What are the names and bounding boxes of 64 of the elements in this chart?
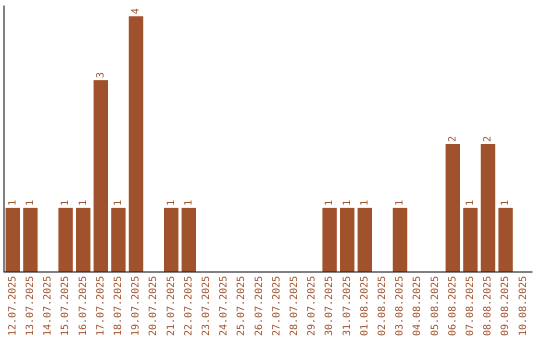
data-label: 1: [359, 200, 370, 206]
x-tick-label: 20.07.2025: [148, 276, 160, 336]
x-tick-label: 09.08.2025: [500, 276, 512, 336]
data-label: 2: [447, 136, 458, 142]
x-tick-label: 01.08.2025: [359, 276, 370, 336]
bar: [446, 144, 460, 272]
bar: [498, 208, 513, 272]
bar: [76, 208, 90, 272]
x-tick-label: 31.07.2025: [342, 276, 353, 336]
x-tick-label: 05.08.2025: [430, 276, 441, 336]
x-tick-label: 06.08.2025: [447, 276, 458, 336]
data-label: 1: [60, 200, 72, 206]
data-label: 1: [500, 200, 512, 206]
bar: [6, 208, 20, 272]
data-label: 1: [7, 200, 18, 206]
x-tick-label: 22.07.2025: [183, 276, 194, 336]
data-label: 1: [183, 200, 194, 206]
x-tick-label: 07.08.2025: [464, 276, 476, 336]
x-tick-label: 19.07.2025: [130, 276, 142, 336]
bar: [58, 208, 73, 272]
bar: [358, 208, 372, 272]
data-label: 1: [464, 200, 476, 206]
x-tick-label: 12.07.2025: [7, 276, 18, 336]
bar: [340, 208, 354, 272]
x-tick-label: 03.08.2025: [394, 276, 406, 336]
x-tick-label: 24.07.2025: [218, 276, 230, 336]
bar: [480, 144, 496, 272]
data-label: 1: [24, 200, 36, 206]
bar: [23, 208, 38, 272]
bar: [111, 208, 126, 272]
data-label: 1: [342, 200, 353, 206]
data-label: 1: [324, 200, 336, 206]
bar: [322, 208, 337, 272]
x-tick-label: 15.07.2025: [60, 276, 72, 336]
bar: [392, 208, 408, 272]
bar: [463, 208, 478, 272]
x-tick-label: 17.07.2025: [95, 276, 106, 336]
x-tick-label: 26.07.2025: [254, 276, 265, 336]
x-tick-label: 28.07.2025: [288, 276, 300, 336]
bar: [164, 208, 178, 272]
data-label: 4: [130, 8, 142, 14]
x-tick-label: 02.08.2025: [376, 276, 388, 336]
x-tick-label: 25.07.2025: [236, 276, 248, 336]
data-label: 2: [482, 136, 494, 142]
x-tick-label: 04.08.2025: [412, 276, 424, 336]
x-tick-label: 30.07.2025: [324, 276, 336, 336]
x-tick-label: 18.07.2025: [112, 276, 124, 336]
x-tick-label: 14.07.2025: [42, 276, 54, 336]
x-tick-label: 21.07.2025: [166, 276, 177, 336]
data-label: 3: [95, 72, 106, 78]
x-tick-label: 29.07.2025: [306, 276, 318, 336]
bar: [128, 16, 144, 272]
bar: [182, 208, 196, 272]
bar: [94, 80, 108, 272]
x-tick-label: 23.07.2025: [200, 276, 212, 336]
data-label: 1: [394, 200, 406, 206]
x-tick-label: 16.07.2025: [78, 276, 89, 336]
x-tick-label: 27.07.2025: [271, 276, 282, 336]
data-label: 1: [166, 200, 177, 206]
data-label: 1: [78, 200, 89, 206]
x-tick-label: 10.08.2025: [518, 276, 529, 336]
x-tick-label: 08.08.2025: [482, 276, 494, 336]
data-label: 1: [112, 200, 124, 206]
x-tick-label: 13.07.2025: [24, 276, 36, 336]
